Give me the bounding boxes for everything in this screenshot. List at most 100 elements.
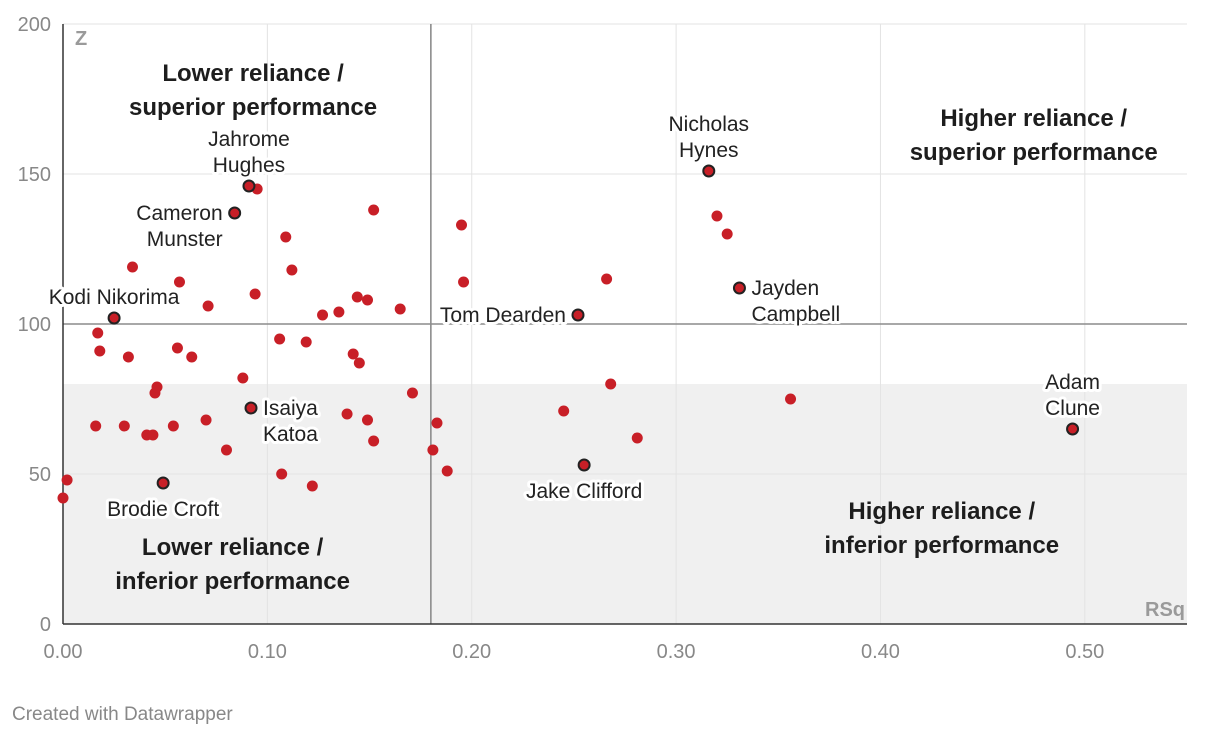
quadrant-label: Lower reliance / inferior performance [115, 534, 350, 595]
point-label-line: Jahrome [208, 128, 290, 151]
x-tick-label: 0.20 [452, 641, 491, 663]
x-tick-label: 0.10 [248, 641, 287, 663]
point-label-line: Adam [1045, 371, 1100, 394]
quadrant-label-line: inferior performance [115, 568, 350, 595]
quadrant-label: Higher reliance / superior performance [910, 105, 1158, 166]
y-axis-title: Z [75, 28, 87, 50]
point-label: Jake Clifford [526, 480, 642, 503]
data-point [94, 345, 106, 357]
point-label: Tom Dearden [440, 304, 566, 327]
data-point [200, 414, 212, 426]
y-tick-label: 50 [29, 464, 51, 486]
data-point [237, 372, 249, 384]
highlighted-point [107, 311, 121, 325]
data-point [147, 429, 159, 441]
point-label-line: Hughes [213, 154, 285, 177]
highlighted-point [244, 401, 258, 415]
highlighted-point [228, 206, 242, 220]
point-label-line: Kodi Nikorima [49, 286, 180, 309]
point-label-line: Jake Clifford [526, 480, 642, 503]
quadrant-label-line: superior performance [910, 139, 1158, 166]
x-tick-label: 0.00 [44, 641, 83, 663]
data-point [785, 393, 797, 405]
point-label-line: Isaiya [263, 397, 318, 420]
data-point [558, 405, 570, 417]
quadrant-label-line: Lower reliance / [142, 534, 324, 561]
data-point [368, 204, 380, 216]
point-label-line: Munster [147, 228, 223, 251]
highlighted-point [1066, 422, 1080, 436]
data-point [61, 474, 73, 486]
quadrant-label-line: Lower reliance / [162, 60, 344, 87]
quadrant-label-line: superior performance [129, 94, 377, 121]
point-label-line: Hynes [679, 139, 739, 162]
data-point [601, 273, 613, 285]
data-point [456, 219, 468, 231]
point-label-line: Katoa [263, 423, 318, 446]
data-point [458, 276, 470, 288]
data-point [353, 357, 365, 369]
quadrant-label: Lower reliance / superior performance [129, 60, 377, 121]
point-label: Jahrome Hughes [208, 128, 290, 177]
quadrant-label-line: Higher reliance / [848, 498, 1035, 525]
data-point [286, 264, 298, 276]
data-point [333, 306, 345, 318]
point-label-line: Nicholas [669, 113, 750, 136]
quadrant-label-line: inferior performance [824, 532, 1059, 559]
data-point [711, 210, 723, 222]
highlighted-point [732, 281, 746, 295]
point-label: Cameron Munster [136, 202, 222, 251]
x-tick-label: 0.40 [861, 641, 900, 663]
data-point [118, 420, 130, 432]
data-point [173, 276, 185, 288]
data-point [368, 435, 380, 447]
point-label: Adam Clune [1045, 371, 1100, 420]
data-point [202, 300, 214, 312]
data-point [167, 420, 179, 432]
data-point [126, 261, 138, 273]
data-point [406, 387, 418, 399]
data-point [274, 333, 286, 345]
point-label: Nicholas Hynes [669, 113, 750, 162]
x-tick-label: 0.30 [657, 641, 696, 663]
shaded-band [63, 384, 1187, 624]
data-point [90, 420, 102, 432]
y-tick-label: 100 [18, 314, 51, 336]
point-label: Jayden Campbell [751, 277, 840, 326]
data-point [249, 288, 261, 300]
data-point [186, 351, 198, 363]
highlighted-point [577, 458, 591, 472]
data-point [605, 378, 617, 390]
quadrant-label: Higher reliance / inferior performance [824, 498, 1059, 559]
data-point [431, 417, 443, 429]
data-point [276, 468, 288, 480]
x-tick-label: 0.50 [1065, 641, 1104, 663]
data-point [300, 336, 312, 348]
data-point [441, 465, 453, 477]
data-point [280, 231, 292, 243]
data-point [721, 228, 733, 240]
data-point [362, 294, 374, 306]
highlighted-point [702, 164, 716, 178]
point-label-line: Jayden [751, 277, 819, 300]
data-point [427, 444, 439, 456]
point-label: Kodi Nikorima [49, 286, 180, 309]
data-point [306, 480, 318, 492]
point-label-line: Brodie Croft [107, 498, 219, 521]
point-label-line: Tom Dearden [440, 304, 566, 327]
data-point [394, 303, 406, 315]
point-label: Brodie Croft [107, 498, 219, 521]
y-tick-label: 0 [40, 614, 51, 636]
data-point [92, 327, 104, 339]
highlighted-point [242, 179, 256, 193]
highlighted-point [571, 308, 585, 322]
point-label-line: Campbell [751, 303, 840, 326]
quadrant-label-line: Higher reliance / [940, 105, 1127, 132]
highlighted-point [156, 476, 170, 490]
data-point [57, 492, 69, 504]
point-label-line: Cameron [136, 202, 222, 225]
y-tick-label: 200 [18, 14, 51, 36]
data-point [351, 291, 363, 303]
data-point [341, 408, 353, 420]
